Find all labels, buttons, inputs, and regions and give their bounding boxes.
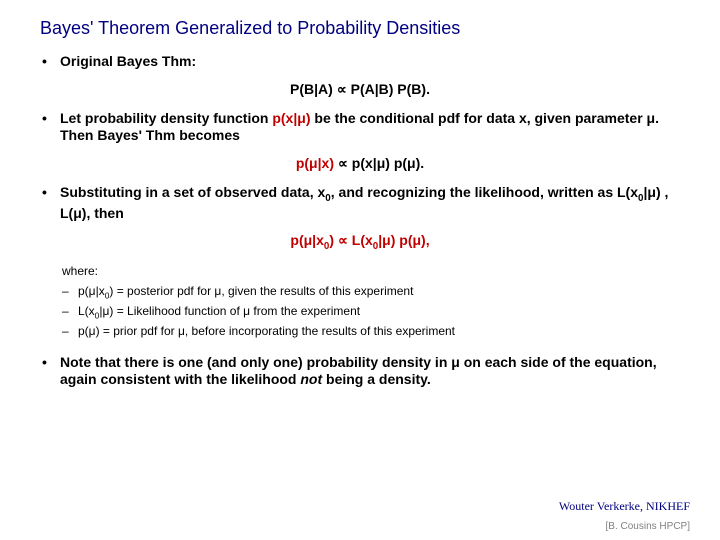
- sub-posterior: p(μ|x0) = posterior pdf for μ, given the…: [62, 282, 680, 302]
- t: p(μ|x: [290, 232, 323, 248]
- sub-prior: p(μ) = prior pdf for μ, before incorpora…: [62, 322, 680, 340]
- t: p(μ|x: [78, 284, 105, 298]
- bullet-note: Note that there is one (and only one) pr…: [40, 354, 680, 389]
- t: L(x: [78, 304, 95, 318]
- t: p(μ) = prior pdf for μ, before incorpora…: [78, 324, 455, 338]
- slide-container: Bayes' Theorem Generalized to Probabilit…: [0, 0, 720, 405]
- formula-density: p(μ|x) ∝ p(x|μ) p(μ).: [40, 155, 680, 172]
- formula-original: P(B|A) ∝ P(A|B) P(B).: [40, 81, 680, 98]
- text-part: Substituting in a set of: [60, 184, 215, 200]
- formula-likelihood: p(μ|x0) ∝ L(x0|μ) p(μ),: [40, 232, 680, 252]
- bullet-pdf-def: Let probability density function p(x|μ) …: [40, 110, 680, 145]
- text-part: , and recognizing the likelihood, writte…: [331, 184, 638, 200]
- bold-observed: observed data: [215, 184, 310, 200]
- t: |μ) p(μ),: [378, 232, 429, 248]
- red-pxmu: p(x|μ): [272, 110, 310, 126]
- t: |μ) = Likelihood function of μ from the …: [99, 304, 360, 318]
- italic-not: not: [300, 371, 322, 387]
- footer-citation: [B. Cousins HPCP]: [606, 521, 690, 532]
- slide-title: Bayes' Theorem Generalized to Probabilit…: [40, 18, 680, 39]
- formula-red-part: p(μ|x0) ∝ L(x0|μ) p(μ),: [290, 232, 429, 248]
- t: ) = posterior pdf for μ, given the resul…: [109, 284, 413, 298]
- t: ) ∝ L(x: [329, 232, 372, 248]
- formula-red: p(μ|x): [296, 155, 334, 171]
- where-sublist: p(μ|x0) = posterior pdf for μ, given the…: [62, 282, 680, 340]
- main-bullet-list: Original Bayes Thm:: [40, 53, 680, 71]
- bullet-substituting: Substituting in a set of observed data, …: [40, 184, 680, 223]
- text-part: Let probability density function: [60, 110, 272, 126]
- text-part: being a density.: [322, 371, 431, 387]
- text-part: , x: [310, 184, 326, 200]
- main-bullet-list-3: Substituting in a set of observed data, …: [40, 184, 680, 223]
- bullet-original-thm: Original Bayes Thm:: [40, 53, 680, 71]
- main-bullet-list-4: Note that there is one (and only one) pr…: [40, 354, 680, 389]
- where-label: where:: [62, 264, 680, 278]
- sub-likelihood: L(x0|μ) = Likelihood function of μ from …: [62, 302, 680, 322]
- formula-text: P(B|A) ∝ P(A|B) P(B).: [290, 81, 430, 97]
- formula-text: ∝ p(x|μ) p(μ).: [334, 155, 424, 171]
- footer-author: Wouter Verkerke, NIKHEF: [559, 499, 690, 514]
- bullet-text: Original Bayes Thm:: [60, 53, 196, 69]
- main-bullet-list-2: Let probability density function p(x|μ) …: [40, 110, 680, 145]
